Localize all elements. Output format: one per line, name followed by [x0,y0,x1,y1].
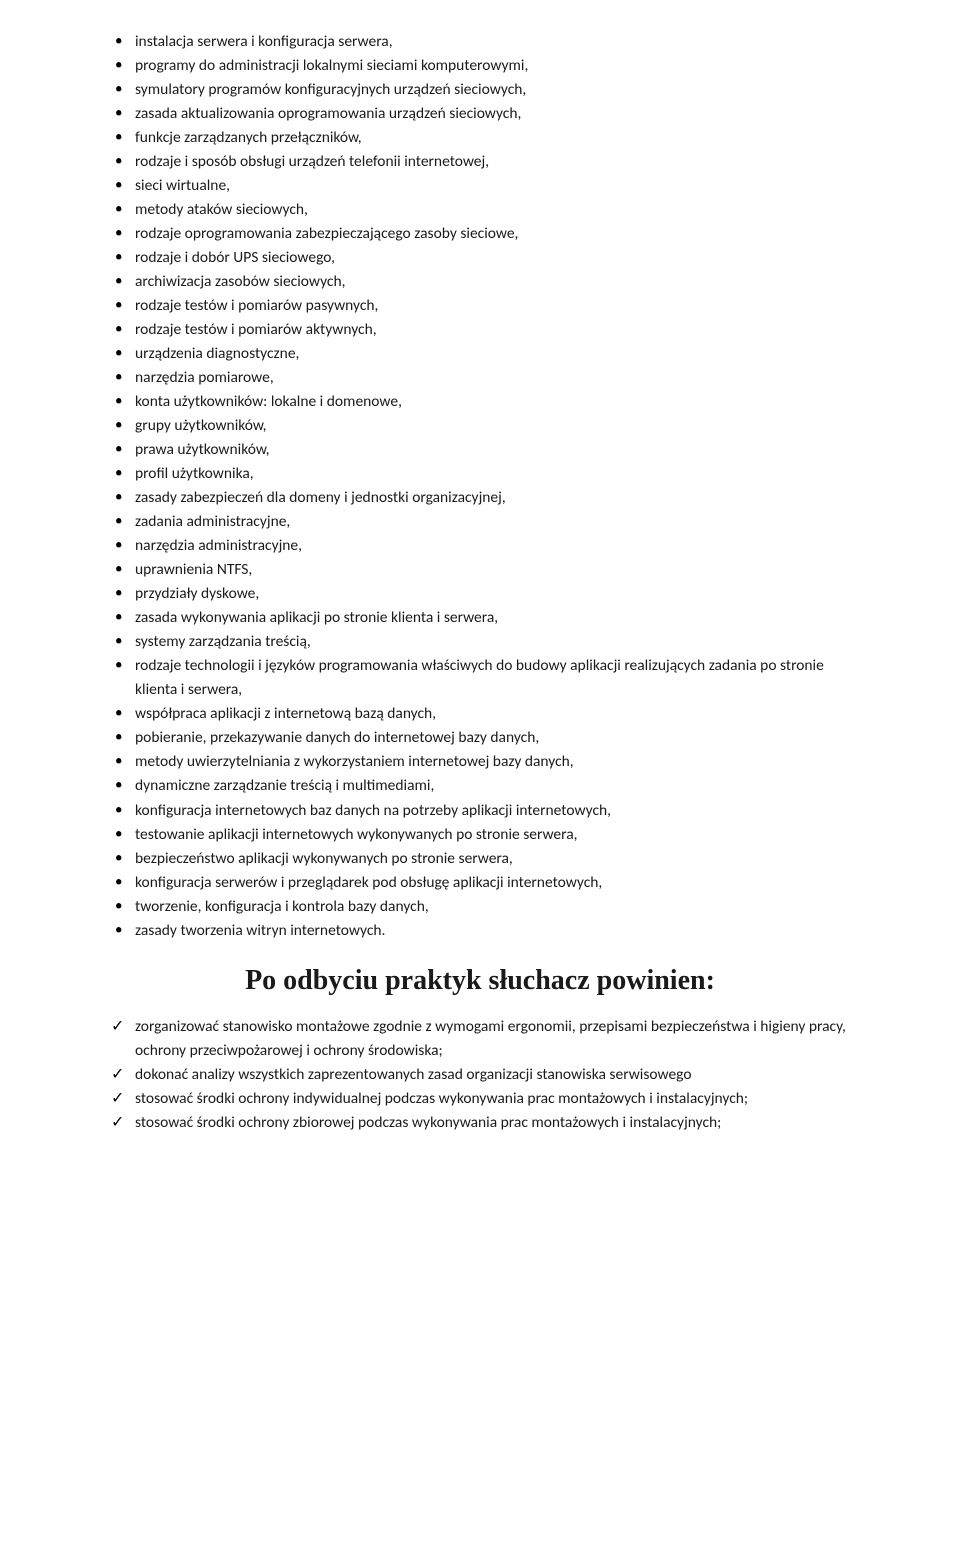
bullet-item: rodzaje testów i pomiarów pasywnych, [95,294,865,318]
bullet-item: przydziały dyskowe, [95,582,865,606]
check-item: zorganizować stanowisko montażowe zgodni… [95,1015,865,1063]
bullet-item: profil użytkownika, [95,462,865,486]
document-page: instalacja serwera i konfiguracja serwer… [0,0,960,1561]
check-item: stosować środki ochrony indywidualnej po… [95,1087,865,1111]
bullet-item: archiwizacja zasobów sieciowych, [95,270,865,294]
bullet-item: funkcje zarządzanych przełączników, [95,126,865,150]
bullet-item: bezpieczeństwo aplikacji wykonywanych po… [95,847,865,871]
bullet-item: konta użytkowników: lokalne i domenowe, [95,390,865,414]
bullet-item: zasada aktualizowania oprogramowania urz… [95,102,865,126]
bullet-item: prawa użytkowników, [95,438,865,462]
bullet-item: systemy zarządzania treścią, [95,630,865,654]
bullet-item: rodzaje testów i pomiarów aktywnych, [95,318,865,342]
bullet-item: pobieranie, przekazywanie danych do inte… [95,726,865,750]
bullet-item: konfiguracja serwerów i przeglądarek pod… [95,871,865,895]
bullet-item: urządzenia diagnostyczne, [95,342,865,366]
bullet-item: metody uwierzytelniania z wykorzystaniem… [95,750,865,774]
section-heading: Po odbyciu praktyk słuchacz powinien: [95,965,865,997]
bullet-item: współpraca aplikacji z internetową bazą … [95,702,865,726]
bullet-item: grupy użytkowników, [95,414,865,438]
check-item: dokonać analizy wszystkich zaprezentowan… [95,1063,865,1087]
outcomes-check-list: zorganizować stanowisko montażowe zgodni… [95,1015,865,1135]
bullet-item: testowanie aplikacji internetowych wykon… [95,823,865,847]
bullet-item: sieci wirtualne, [95,174,865,198]
check-item: stosować środki ochrony zbiorowej podcza… [95,1111,865,1135]
topics-bullet-list: instalacja serwera i konfiguracja serwer… [95,30,865,943]
bullet-item: instalacja serwera i konfiguracja serwer… [95,30,865,54]
bullet-item: zasada wykonywania aplikacji po stronie … [95,606,865,630]
bullet-item: rodzaje i dobór UPS sieciowego, [95,246,865,270]
bullet-item: symulatory programów konfiguracyjnych ur… [95,78,865,102]
bullet-item: zadania administracyjne, [95,510,865,534]
bullet-item: dynamiczne zarządzanie treścią i multime… [95,774,865,798]
bullet-item: rodzaje oprogramowania zabezpieczającego… [95,222,865,246]
bullet-item: konfiguracja internetowych baz danych na… [95,799,865,823]
bullet-item: narzędzia administracyjne, [95,534,865,558]
bullet-item: zasady tworzenia witryn internetowych. [95,919,865,943]
bullet-item: rodzaje i sposób obsługi urządzeń telefo… [95,150,865,174]
bullet-item: metody ataków sieciowych, [95,198,865,222]
bullet-item: zasady zabezpieczeń dla domeny i jednost… [95,486,865,510]
bullet-item: uprawnienia NTFS, [95,558,865,582]
bullet-item: programy do administracji lokalnymi siec… [95,54,865,78]
bullet-item: narzędzia pomiarowe, [95,366,865,390]
bullet-item: rodzaje technologii i języków programowa… [95,654,865,702]
bullet-item: tworzenie, konfiguracja i kontrola bazy … [95,895,865,919]
